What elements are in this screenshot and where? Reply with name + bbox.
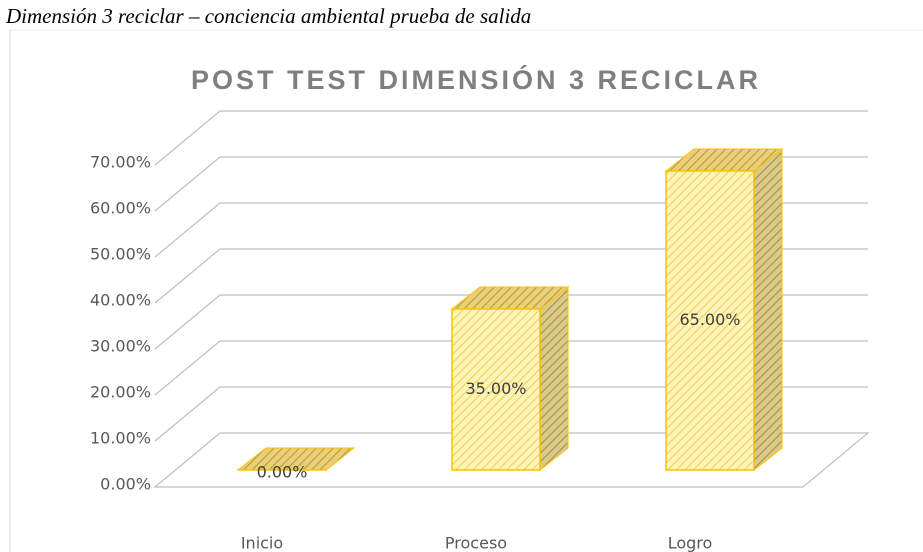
bar bbox=[451, 308, 541, 471]
grid-line bbox=[154, 340, 868, 396]
grid-line bbox=[154, 110, 868, 166]
bar-side bbox=[539, 285, 569, 472]
grid-line bbox=[154, 248, 868, 304]
x-tick-label: Logro bbox=[668, 534, 713, 552]
x-tick-label: Proceso bbox=[445, 534, 507, 552]
data-label: 0.00% bbox=[257, 463, 308, 482]
data-label: 35.00% bbox=[465, 379, 526, 398]
bar-side bbox=[753, 147, 783, 472]
y-tick-label: 20.00% bbox=[90, 383, 151, 402]
grid-line bbox=[154, 386, 868, 442]
y-tick-label: 30.00% bbox=[90, 337, 151, 356]
y-tick-label: 70.00% bbox=[90, 153, 151, 172]
grid-line bbox=[154, 156, 868, 212]
data-label: 65.00% bbox=[679, 310, 740, 329]
floor bbox=[153, 432, 870, 488]
y-tick-label: 40.00% bbox=[90, 291, 151, 310]
y-tick-label: 0.00% bbox=[100, 475, 151, 494]
y-tick-label: 50.00% bbox=[90, 245, 151, 264]
caption: Dimensión 3 reciclar – conciencia ambien… bbox=[5, 4, 531, 28]
y-tick-label: 10.00% bbox=[90, 429, 151, 448]
bar bbox=[665, 170, 755, 471]
chart-title: POST TEST DIMENSIÓN 3 RECICLAR bbox=[191, 64, 761, 95]
grid-line bbox=[154, 294, 868, 350]
y-tick-label: 60.00% bbox=[90, 199, 151, 218]
x-tick-label: Inicio bbox=[241, 534, 283, 552]
grid-line bbox=[154, 202, 868, 258]
